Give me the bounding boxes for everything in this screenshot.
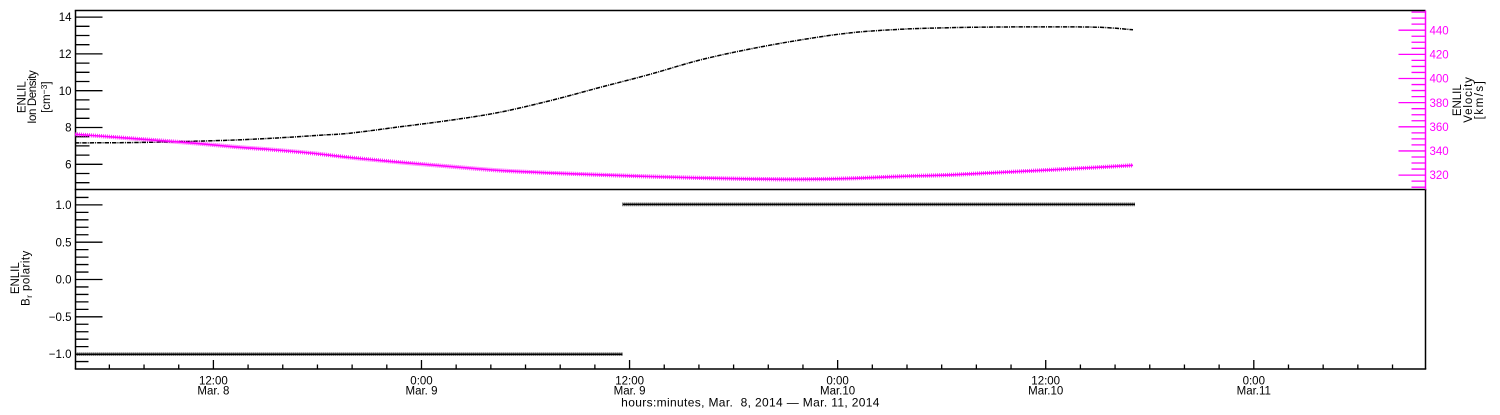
svg-text:8: 8 xyxy=(65,123,71,135)
svg-text:12: 12 xyxy=(59,49,72,61)
svg-text:400: 400 xyxy=(1430,74,1449,86)
svg-text:ENLIL: ENLIL xyxy=(1452,84,1464,117)
svg-text:440: 440 xyxy=(1430,25,1449,37)
svg-text:12:00: 12:00 xyxy=(199,376,228,388)
svg-text:Velocity: Velocity xyxy=(1463,76,1475,122)
svg-text:Mar. 9: Mar. 9 xyxy=(406,385,438,397)
svg-text:360: 360 xyxy=(1430,122,1449,134)
svg-text:ENLIL: ENLIL xyxy=(16,81,28,114)
svg-text:1.0: 1.0 xyxy=(56,200,72,212)
svg-text:12:00: 12:00 xyxy=(1031,376,1060,388)
svg-text:Mar. 8: Mar. 8 xyxy=(197,385,229,397)
svg-text:Mar.11: Mar.11 xyxy=(1237,385,1271,397)
svg-text:0:00: 0:00 xyxy=(826,376,848,388)
svg-text:320: 320 xyxy=(1430,170,1449,182)
svg-text:Ion Density: Ion Density xyxy=(27,70,39,124)
svg-text:Mar.10: Mar.10 xyxy=(1028,385,1063,397)
svg-text:Br polarity: Br polarity xyxy=(20,250,34,306)
svg-text:12:00: 12:00 xyxy=(615,376,644,388)
svg-text:0:00: 0:00 xyxy=(410,376,432,388)
svg-text:−0.5: −0.5 xyxy=(49,312,72,324)
svg-text:10: 10 xyxy=(59,86,72,98)
svg-text:0.0: 0.0 xyxy=(56,275,72,287)
svg-text:[km/s]: [km/s] xyxy=(1474,80,1486,120)
svg-text:420: 420 xyxy=(1430,49,1449,61)
svg-text:Mar.10: Mar.10 xyxy=(820,385,855,397)
svg-text:−1.0: −1.0 xyxy=(49,349,72,361)
svg-text:0.5: 0.5 xyxy=(56,237,72,249)
svg-text:hours:minutes, Mar. 8, 2014 —: hours:minutes, Mar. 8, 2014 — Mar. 11, 2… xyxy=(621,396,880,410)
svg-text:340: 340 xyxy=(1430,146,1449,158)
svg-text:ENLIL: ENLIL xyxy=(10,262,22,295)
svg-text:Mar. 9: Mar. 9 xyxy=(614,385,646,397)
svg-text:380: 380 xyxy=(1430,98,1449,110)
svg-text:14: 14 xyxy=(59,12,72,24)
svg-text:0:00: 0:00 xyxy=(1243,376,1265,388)
svg-text:6: 6 xyxy=(65,159,71,171)
